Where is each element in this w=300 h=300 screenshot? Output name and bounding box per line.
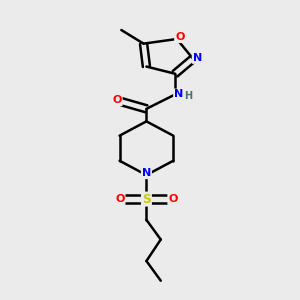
Text: O: O xyxy=(168,194,178,204)
Text: N: N xyxy=(193,53,202,63)
Text: S: S xyxy=(142,193,151,206)
Text: O: O xyxy=(175,32,184,42)
Text: O: O xyxy=(112,95,122,105)
Text: N: N xyxy=(174,89,183,100)
Text: H: H xyxy=(184,91,193,101)
Text: N: N xyxy=(142,168,151,178)
Text: O: O xyxy=(115,194,124,204)
